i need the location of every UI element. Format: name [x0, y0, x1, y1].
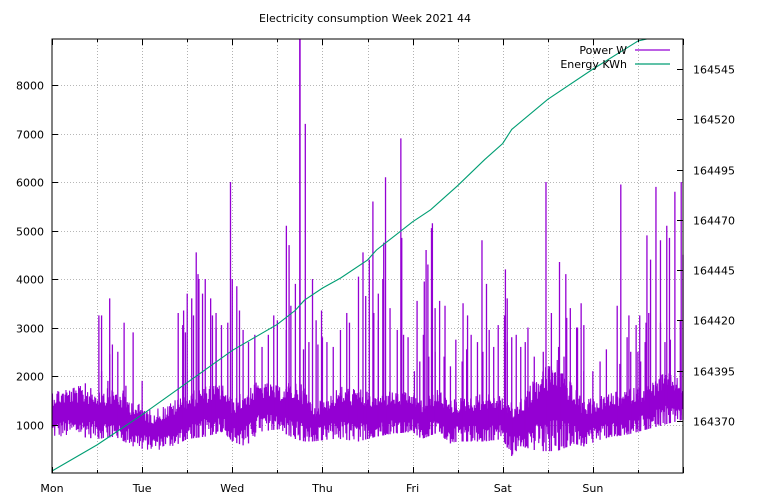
y-axis-left-ticks: 1000 2000 3000 4000 5000 6000 7000 8000	[16, 80, 58, 433]
plot-border	[51, 38, 684, 474]
y-axis-right-ticks: 164370 164395 164420 164445 164470 164495 1645…	[677, 64, 735, 429]
y-tick-label: 5000	[16, 226, 44, 239]
power-series	[51, 39, 684, 457]
y2-tick-label: 164470	[693, 215, 735, 228]
y2-tick-label: 164420	[693, 315, 735, 328]
x-tick-label: Wed	[220, 482, 244, 495]
y-tick-label: 1000	[16, 420, 44, 433]
y-tick-label: 8000	[16, 80, 44, 93]
y2-tick-label: 164545	[693, 64, 735, 77]
x-tick-label: Sun	[582, 482, 603, 495]
y-tick-label: 7000	[16, 129, 44, 142]
legend-label: Power W	[579, 44, 627, 57]
y-tick-label: 2000	[16, 371, 44, 384]
x-tick-label: Mon	[40, 482, 63, 495]
x-tick-label: Thu	[311, 482, 333, 495]
y-tick-label: 3000	[16, 323, 44, 336]
legend-label: Energy KWh	[560, 58, 627, 71]
y2-tick-label: 164495	[693, 165, 735, 178]
energy-series	[51, 38, 683, 472]
y-tick-label: 6000	[16, 177, 44, 190]
y2-tick-label: 164445	[693, 265, 735, 278]
y2-tick-label: 164520	[693, 114, 735, 127]
x-tick-label: Fri	[406, 482, 419, 495]
y-tick-label: 4000	[16, 274, 44, 287]
chart-title: Electricity consumption Week 2021 44	[259, 12, 471, 25]
x-tick-label: Sat	[494, 482, 513, 495]
x-axis-ticks: Mon Tue Wed Thu Fri Sat Sun	[40, 39, 684, 495]
y2-tick-label: 164370	[693, 416, 735, 429]
energy-line	[51, 38, 683, 472]
x-tick-label: Tue	[132, 482, 152, 495]
y2-tick-label: 164395	[693, 366, 735, 379]
